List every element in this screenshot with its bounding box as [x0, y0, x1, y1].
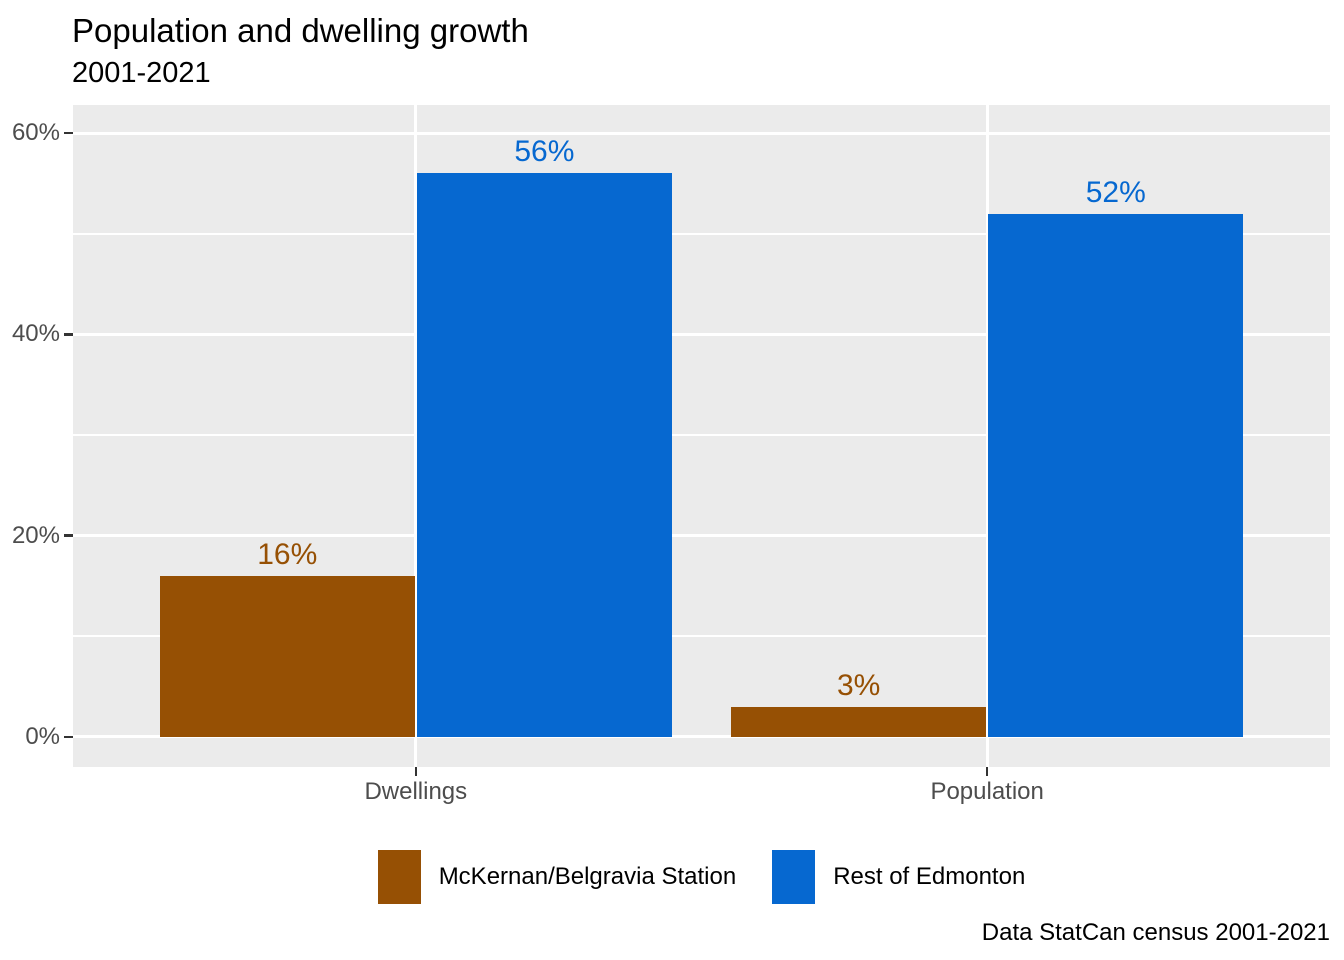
gridline-major-horizontal	[73, 735, 1330, 739]
x-tick-mark	[985, 767, 989, 776]
legend-entry-label: Rest of Edmonton	[833, 863, 1026, 890]
y-tick-label: 0%	[25, 722, 60, 750]
y-tick-mark	[64, 735, 73, 739]
chart-caption: Data StatCan census 2001-2021	[981, 919, 1330, 946]
bar-value-label: 16%	[257, 537, 318, 571]
gridline-major-vertical	[985, 105, 989, 767]
y-tick-label: 40%	[11, 320, 60, 348]
y-tick-label: 20%	[11, 521, 60, 549]
gridline-major-vertical	[414, 105, 418, 767]
y-tick-mark	[64, 333, 73, 336]
chart-title: Population and dwelling growth	[72, 12, 529, 49]
y-tick-mark	[64, 131, 73, 135]
gridline-minor-horizontal	[73, 635, 1330, 638]
bar-value-label: 52%	[1085, 175, 1146, 209]
x-tick-mark	[414, 767, 418, 776]
plot-panel	[73, 105, 1330, 767]
bar-value-label: 56%	[514, 135, 575, 169]
legend-entry: McKernan/Belgravia Station	[377, 850, 737, 904]
bar-population-station	[731, 706, 987, 737]
gridline-minor-horizontal	[73, 232, 1330, 235]
legend: McKernan/Belgravia Station Rest of Edmont…	[73, 847, 1330, 907]
x-tick-label-population: Population	[930, 778, 1044, 805]
gridline-minor-horizontal	[73, 433, 1330, 436]
chart-subtitle: 2001-2021	[72, 57, 211, 89]
legend-key-swatch	[377, 850, 421, 904]
bar-dwellings-rest	[416, 173, 672, 737]
gridline-major-horizontal	[73, 131, 1330, 135]
y-tick-mark	[64, 534, 73, 537]
bar-population-rest	[988, 213, 1244, 737]
gridline-major-horizontal	[73, 534, 1330, 538]
legend-entry-label: McKernan/Belgravia Station	[438, 863, 737, 890]
bar-dwellings-station	[159, 575, 415, 737]
bar-value-label: 3%	[836, 668, 881, 702]
x-tick-label-dwellings: Dwellings	[364, 778, 468, 805]
gridline-major-horizontal	[73, 332, 1330, 336]
legend-key-swatch	[772, 850, 816, 904]
y-tick-label: 60%	[11, 119, 60, 147]
legend-entry: Rest of Edmonton	[772, 850, 1025, 904]
